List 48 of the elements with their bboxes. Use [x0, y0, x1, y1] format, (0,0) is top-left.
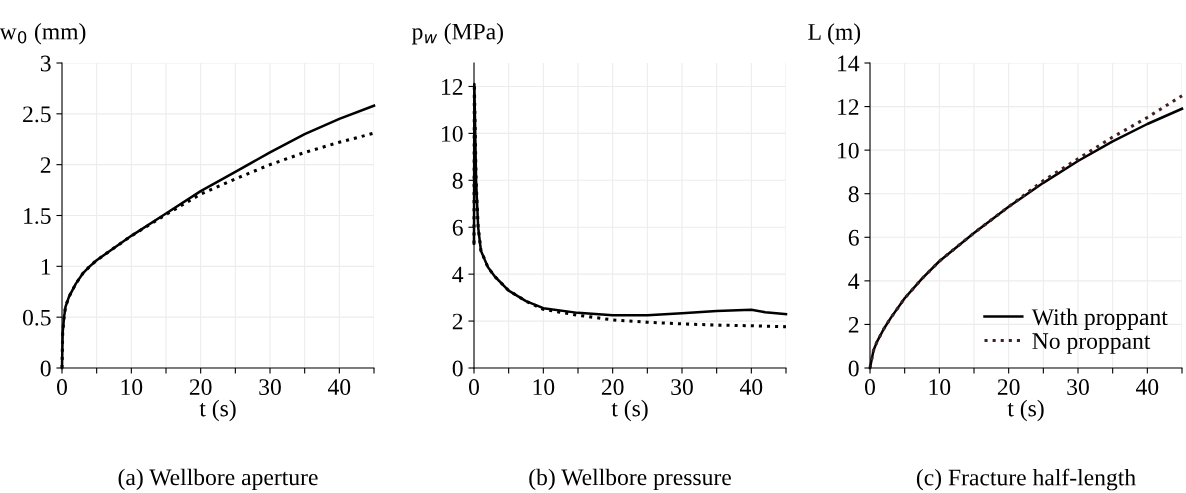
y-tick-label: 0: [848, 360, 859, 377]
x-tick-label: 10: [533, 379, 555, 396]
y-tick-label: 12: [838, 99, 859, 115]
x-axis-title: t (s): [199, 399, 236, 422]
y-tick-label: 2.5: [23, 106, 51, 123]
y-tick-label: 6: [452, 219, 463, 236]
y-axis-title: L (m): [808, 23, 861, 45]
text: (b) Wellbore pressure: [529, 468, 731, 491]
y-tick-label: 2: [452, 313, 463, 330]
x-tick-label: 40: [739, 379, 763, 396]
y-tick-label: 2: [40, 157, 51, 173]
x-tick-label: 30: [671, 379, 693, 396]
x-tick-label: 20: [997, 379, 1020, 396]
y-tick-label: 10: [442, 125, 463, 142]
text: (a) Wellbore aperture: [118, 468, 318, 491]
legend-label: No proppant: [1032, 333, 1151, 354]
y-tick-label: 8: [848, 186, 859, 203]
y-tick-label: 0: [40, 360, 51, 377]
y-tick-label: 10: [838, 142, 859, 159]
y-tick-label: 14: [838, 55, 860, 72]
y-tick-label: 1: [41, 258, 51, 275]
y-tick-label: 1.5: [24, 208, 51, 225]
x-tick-label: 40: [1135, 379, 1159, 396]
x-tick-label: 0: [865, 379, 875, 396]
x-tick-label: 20: [189, 379, 212, 396]
y-tick-label: 2: [848, 316, 859, 333]
x-tick-label: 20: [601, 379, 624, 396]
x-axis-title: t (s): [611, 399, 648, 422]
x-tick-label: 10: [929, 379, 951, 396]
y-tick-label: 3: [40, 55, 51, 72]
x-tick-label: 30: [259, 379, 281, 396]
x-tick-label: 0: [469, 379, 479, 396]
x-tick-label: 30: [1067, 379, 1089, 396]
y-axis-title: p$_{w}$ (MPa): [411, 22, 503, 45]
y-axis-title: w$_{0}$ (mm): [0, 22, 86, 45]
y-tick-label: 4: [848, 273, 860, 290]
x-tick-label: 40: [327, 379, 351, 396]
y-tick-label: 0.5: [22, 309, 51, 326]
x-tick-label: 10: [121, 379, 143, 396]
legend-label: With proppant: [1031, 308, 1168, 330]
y-tick-label: 6: [848, 229, 859, 246]
y-tick-label: 4: [452, 266, 464, 283]
x-axis-title: t (s): [1007, 399, 1044, 422]
y-tick-label: 0: [452, 360, 463, 377]
y-tick-label: 8: [452, 172, 463, 189]
y-tick-label: 12: [442, 79, 463, 95]
x-tick-label: 0: [57, 379, 67, 396]
text: (c) Fracture half-length: [916, 468, 1136, 491]
